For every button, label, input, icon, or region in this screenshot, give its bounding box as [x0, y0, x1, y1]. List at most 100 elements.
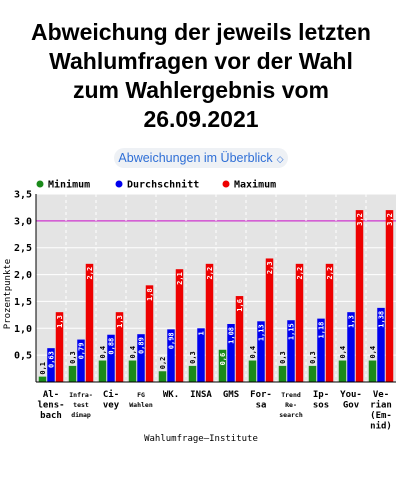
bar-minimum — [68, 365, 77, 382]
value-label-durchschnitt: 0,89 — [138, 337, 146, 354]
x-tick-label: nid) — [370, 421, 392, 432]
x-tick-label: INSA — [190, 390, 212, 400]
value-label-minimum: 0,6 — [219, 353, 227, 366]
x-tick-label: Trend — [281, 391, 301, 399]
x-tick-label: WK. — [163, 390, 179, 400]
value-label-maximum: 1,3 — [56, 315, 64, 328]
bar-maximum — [175, 269, 184, 382]
value-label-durchschnitt: 1,3 — [348, 315, 356, 328]
title-line-3: zum Wahlergebnis vom — [72, 77, 330, 103]
value-label-durchschnitt: 0,63 — [48, 351, 56, 368]
x-tick-label: Al- — [43, 390, 59, 400]
value-label-durchschnitt: 1,08 — [228, 327, 236, 344]
y-tick-label: 2,0 — [14, 270, 32, 281]
value-label-durchschnitt: 1,13 — [258, 324, 266, 341]
value-label-durchschnitt: 1,38 — [378, 311, 386, 328]
bar-maximum — [265, 258, 274, 382]
bar-durchschnitt — [317, 318, 325, 382]
value-label-durchschnitt: 0,79 — [78, 343, 86, 360]
value-label-durchschnitt: 1,18 — [318, 322, 326, 339]
x-axis-label: Wahlumfrage–Institute — [144, 434, 258, 444]
bar-durchschnitt — [107, 334, 115, 382]
y-tick-label: 1,5 — [14, 297, 32, 308]
bar-durchschnitt — [47, 348, 55, 382]
bar-durchschnitt — [77, 339, 85, 382]
legend-label-maximum: Maximum — [234, 179, 276, 191]
bar-minimum — [248, 360, 257, 382]
y-axis-label: Prozentpunkte — [3, 259, 13, 329]
y-tick-label: 3,0 — [14, 216, 32, 227]
title-line-1: Abweichung der jeweils letzten — [31, 19, 371, 45]
bar-maximum — [385, 210, 394, 382]
bar-durchschnitt — [257, 321, 265, 382]
x-tick-label: test — [73, 401, 89, 409]
value-label-durchschnitt: 1 — [198, 331, 206, 335]
bar-maximum — [145, 285, 154, 382]
x-tick-label: search — [279, 411, 303, 419]
x-tick-label: rian — [370, 400, 392, 411]
bar-durchschnitt — [197, 328, 205, 382]
value-label-minimum: 0,2 — [159, 357, 167, 370]
chart-title: Abweichung der jeweils letzten Wahlumfra… — [0, 18, 402, 134]
x-tick-label: Gov — [343, 401, 360, 411]
title-line-2: Wahlumfragen vor der Wahl — [49, 48, 353, 74]
y-tick-label: 1,0 — [14, 324, 32, 335]
legend-marker-minimum — [36, 180, 44, 188]
x-tick-label: GMS — [223, 390, 239, 400]
x-tick-label: Ip- — [313, 390, 329, 400]
bar-minimum — [338, 360, 347, 382]
bar-maximum — [295, 263, 304, 382]
value-label-maximum: 2,1 — [176, 272, 184, 285]
bar-minimum — [278, 365, 287, 382]
value-label-maximum: 1,8 — [146, 288, 154, 301]
x-tick-label: Infra- — [69, 391, 92, 399]
legend-marker-durchschnitt — [115, 180, 123, 188]
value-label-minimum: 0,4 — [99, 346, 107, 359]
x-tick-label: You- — [340, 390, 362, 400]
value-label-minimum: 0,1 — [39, 362, 47, 375]
value-label-minimum: 0,3 — [189, 351, 197, 364]
legend-label-durchschnitt: Durchschnitt — [127, 179, 199, 191]
legend-label-minimum: Minimum — [48, 179, 90, 191]
bar-minimum — [308, 365, 317, 382]
x-tick-label: vey — [103, 401, 120, 411]
value-label-maximum: 2,3 — [266, 261, 274, 274]
bar-minimum — [188, 365, 197, 382]
bar-minimum — [128, 360, 137, 382]
value-label-maximum: 2,2 — [206, 267, 214, 280]
value-label-durchschnitt: 0,98 — [168, 332, 176, 349]
value-label-durchschnitt: 0,88 — [108, 338, 116, 355]
value-label-minimum: 0,4 — [249, 346, 257, 359]
value-label-minimum: 0,4 — [369, 346, 377, 359]
value-label-maximum: 1,3 — [116, 315, 124, 328]
value-label-maximum: 2,2 — [86, 267, 94, 280]
value-label-minimum: 0,3 — [69, 351, 77, 364]
bar-durchschnitt — [227, 323, 235, 382]
bar-durchschnitt — [377, 307, 385, 382]
x-tick-label: Re- — [285, 401, 297, 409]
title-line-4: 26.09.2021 — [143, 106, 259, 132]
x-tick-label: dimap — [71, 411, 91, 419]
x-tick-label: Ci- — [103, 389, 119, 400]
bar-maximum — [235, 296, 244, 382]
bar-minimum — [218, 349, 227, 382]
legend-marker-maximum — [222, 180, 230, 188]
bar-minimum — [38, 376, 47, 382]
value-label-maximum: 2,2 — [326, 267, 334, 280]
x-tick-label: FG — [137, 391, 145, 399]
bar-durchschnitt — [167, 329, 175, 382]
bar-durchschnitt — [137, 334, 145, 382]
value-label-minimum: 0,3 — [309, 351, 317, 364]
x-tick-label: sos — [313, 401, 329, 411]
bar-maximum — [205, 263, 214, 382]
x-tick-label: Wahlen — [129, 401, 153, 409]
value-label-minimum: 0,4 — [129, 346, 137, 359]
y-tick-label: 3,5 — [14, 190, 32, 201]
overview-dropdown[interactable]: Abweichungen im Überblick ◇ — [114, 148, 288, 168]
y-tick-label: 0,5 — [14, 351, 32, 362]
bar-maximum — [355, 210, 364, 382]
dropdown-label: Abweichungen im Überblick — [118, 151, 273, 165]
bar-minimum — [158, 371, 167, 382]
x-tick-label: bach — [40, 411, 62, 421]
